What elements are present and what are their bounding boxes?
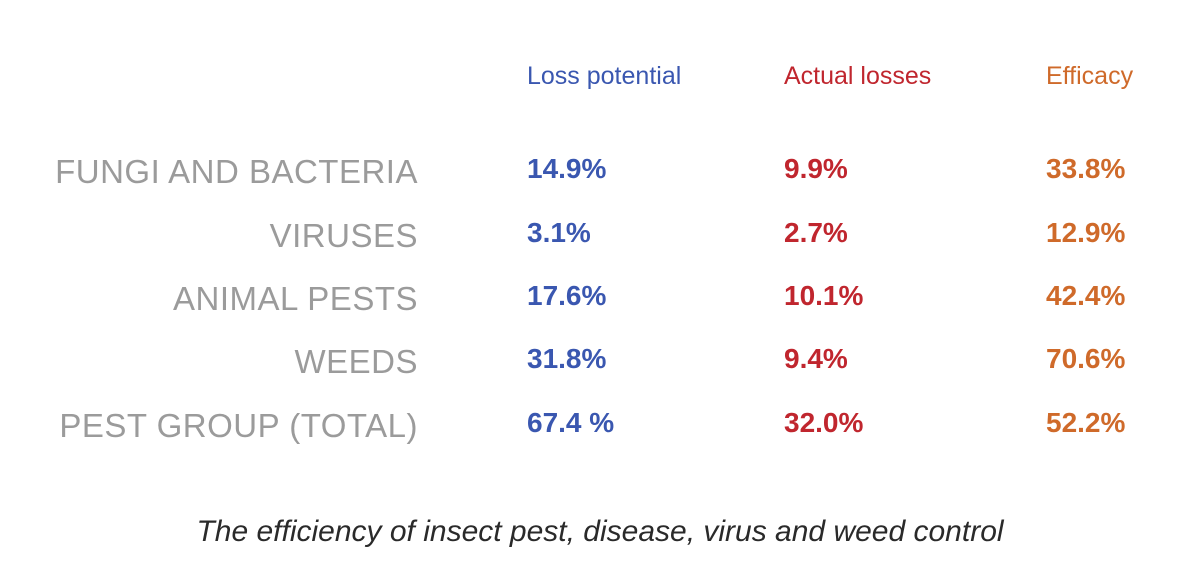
table-row-weeds: WEEDS 31.8% 9.4% 70.6% (0, 343, 1200, 383)
cell-efficacy: 33.8% (1046, 153, 1126, 184)
cell-efficacy: 12.9% (1046, 217, 1126, 248)
cell-actual-losses: 9.4% (784, 343, 848, 374)
cell-efficacy: 70.6% (1046, 343, 1126, 374)
cell-loss-potential: 3.1% (527, 217, 591, 248)
row-label: ANIMAL PESTS (172, 280, 418, 317)
row-label: PEST GROUP (TOTAL) (59, 407, 418, 444)
table-row-viruses: VIRUSES 3.1% 2.7% 12.9% (0, 217, 1200, 257)
figure-caption: The efficiency of insect pest, disease, … (196, 515, 1004, 548)
table-row-fungi-and-bacteria: FUNGI AND BACTERIA 14.9% 9.9% 33.8% (0, 153, 1200, 193)
cell-actual-losses: 32.0% (784, 407, 864, 438)
cell-loss-potential: 31.8% (527, 343, 607, 374)
column-header-actual-losses: Actual losses (784, 62, 932, 90)
column-header-efficacy: Efficacy (1046, 62, 1134, 90)
row-label: WEEDS (294, 343, 418, 380)
table-row-pest-group-total: PEST GROUP (TOTAL) 67.4 % 32.0% 52.2% (0, 407, 1200, 447)
cell-actual-losses: 9.9% (784, 153, 848, 184)
cell-efficacy: 42.4% (1046, 280, 1126, 311)
cell-loss-potential: 67.4 % (527, 407, 615, 438)
cell-loss-potential: 14.9% (527, 153, 607, 184)
cell-actual-losses: 2.7% (784, 217, 848, 248)
row-label: FUNGI AND BACTERIA (55, 153, 418, 190)
cell-loss-potential: 17.6% (527, 280, 607, 311)
table-row-animal-pests: ANIMAL PESTS 17.6% 10.1% 42.4% (0, 280, 1200, 320)
row-label: VIRUSES (269, 217, 418, 254)
cell-efficacy: 52.2% (1046, 407, 1126, 438)
column-header-loss-potential: Loss potential (527, 62, 682, 90)
cell-actual-losses: 10.1% (784, 280, 864, 311)
